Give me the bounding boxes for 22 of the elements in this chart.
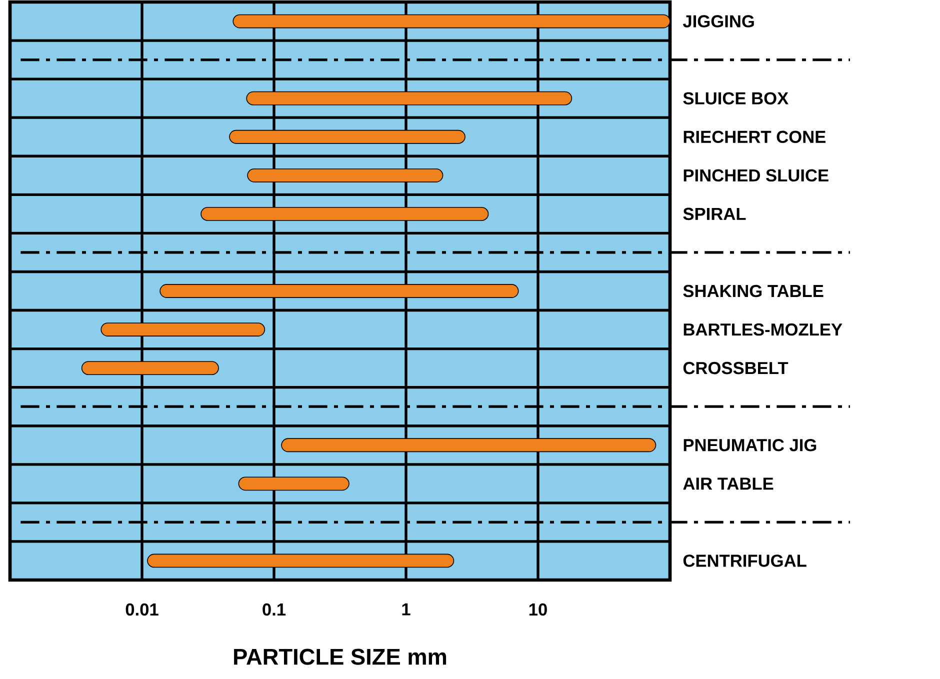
bar — [160, 284, 519, 298]
y-tick-label: SHAKING TABLE — [683, 285, 824, 298]
bar — [147, 554, 454, 568]
y-tick-label: PINCHED SLUICE — [684, 169, 828, 182]
y-tick-label: JIGGING — [682, 15, 754, 28]
y-tick-label: AIR TABLE — [683, 478, 774, 490]
bar — [200, 207, 489, 222]
x-axis-title: PARTICLE SIZE mm — [234, 648, 446, 666]
y-tick-label: BARTLES-MOZLEY — [684, 324, 842, 336]
y-tick-label: SPIRAL — [683, 208, 746, 220]
y-tick-label: PNEUMATIC JIG — [684, 439, 816, 452]
x-tick-label: 0.01 — [126, 604, 158, 616]
x-tick-label: 1 — [402, 604, 410, 616]
bar — [229, 130, 466, 144]
y-tick-label: CROSSBELT — [683, 362, 788, 374]
bar — [238, 476, 350, 491]
y-tick-label: SLUICE BOX — [683, 92, 788, 105]
bar — [247, 168, 444, 183]
x-tick-label: 10 — [529, 604, 547, 616]
y-tick-label: RIECHERT CONE — [684, 130, 826, 144]
y-tick-label: CENTRIFUGAL — [683, 554, 806, 568]
x-tick-label: 0.1 — [262, 604, 286, 616]
